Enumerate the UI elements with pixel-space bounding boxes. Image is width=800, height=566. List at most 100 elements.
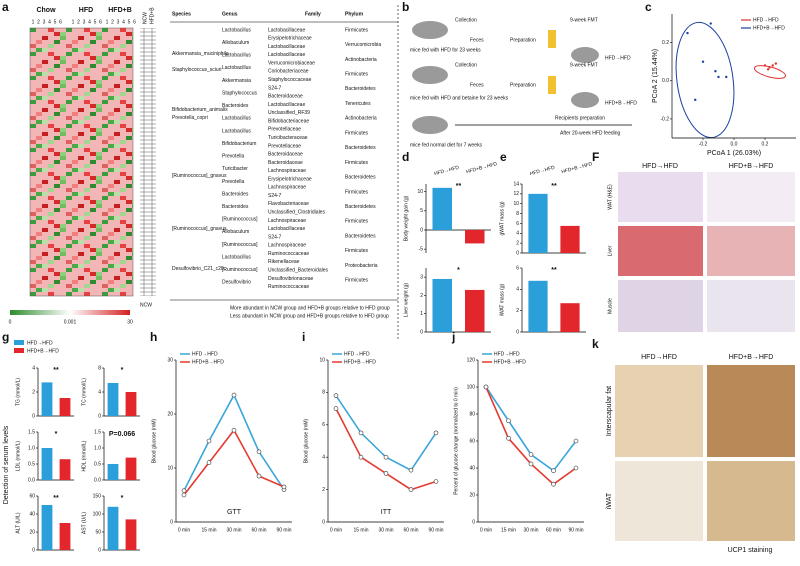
genus: Bifidobacterium <box>222 141 256 147</box>
point <box>771 64 774 67</box>
y-tick-label: 8 <box>516 211 519 217</box>
legend-label: HFD+B→HFD <box>192 359 224 365</box>
phylum: Bacteroidetes <box>345 175 376 181</box>
y-axis-label: LDL (mmol/L) <box>15 441 21 471</box>
x-tick-label: 0.0 <box>731 141 738 147</box>
point <box>766 68 770 71</box>
point <box>483 384 489 390</box>
family: Prevotellaceae <box>268 143 301 149</box>
panel-label: j <box>451 330 455 344</box>
family: Bacteroidaceae <box>268 94 303 100</box>
y-tick-label: 10 <box>167 465 173 471</box>
chart-label: ITT <box>381 509 392 516</box>
panel-label: a <box>2 0 9 14</box>
schematic-text: Recipients preparation <box>555 115 605 121</box>
point <box>433 479 439 484</box>
table-header: Phylum <box>345 11 364 17</box>
point <box>506 418 511 424</box>
column-label: 4 <box>122 19 125 25</box>
y-tick-label: 10 <box>513 201 519 207</box>
table-header: Species <box>172 11 191 17</box>
point <box>256 449 262 455</box>
bar <box>41 448 53 480</box>
legend-label: HFD+B→HFD <box>494 359 526 365</box>
schematic-text: After 20-week HFD feeding <box>560 130 621 136</box>
x-tick-label: 90 min <box>568 527 583 533</box>
panel-label: k <box>592 337 599 351</box>
y-axis-label: gWAT mass (g) <box>499 201 505 235</box>
annotation: ** <box>551 267 557 274</box>
y-tick-label: 0.0 <box>662 78 669 84</box>
point <box>206 460 212 465</box>
species: Prevotella_copri <box>172 115 208 121</box>
column-label: 1 <box>106 19 109 25</box>
schematic-text: Collection <box>455 62 477 68</box>
phylum: Firmicutes <box>345 189 369 195</box>
point <box>551 468 556 474</box>
x-tick-label: 30 min <box>226 527 241 533</box>
category-label: HFD+B→HFD <box>561 161 594 175</box>
phylum: Firmicutes <box>345 248 369 254</box>
family: Unclassified_Bacteroidales <box>268 267 329 273</box>
histology-images <box>615 172 795 541</box>
table-header: Family <box>305 11 321 17</box>
table-header: Genus <box>222 11 238 17</box>
column-label: 2 <box>111 19 114 25</box>
column-label: 5 <box>94 19 97 25</box>
y-tick-label: 1.5 <box>94 429 101 435</box>
ncw-column <box>140 28 156 296</box>
phylum: Actinobacteria <box>345 116 377 122</box>
column-label: 4 <box>48 19 51 25</box>
phylum: Bacteroidetes <box>345 233 376 239</box>
legend-label: HFD→HFD <box>494 351 520 357</box>
point <box>528 461 534 467</box>
phylum: Bacteroidetes <box>345 86 376 92</box>
point <box>433 430 439 436</box>
genus: Lactobacillus <box>222 65 251 71</box>
point <box>358 454 364 460</box>
column-label: 6 <box>99 19 102 25</box>
schematic-text: Feces <box>470 82 484 88</box>
genus: Lactobacillus <box>222 53 251 59</box>
point <box>383 454 389 460</box>
y-tick-label: 20 <box>167 411 173 417</box>
k-caption: UCP1 staining <box>728 547 773 554</box>
x-tick-label: -0.2 <box>699 141 708 147</box>
y-tick-label: 4 <box>516 287 519 293</box>
y-axis-label: ALT (U/L) <box>15 512 21 534</box>
point <box>725 75 728 79</box>
y-tick-label: 1.0 <box>94 445 101 451</box>
y-tick-label: 0.5 <box>28 461 35 467</box>
bar <box>465 289 485 332</box>
point <box>686 31 689 35</box>
y-axis-label: TG (mmol/L) <box>15 378 21 406</box>
column-label: 3 <box>117 19 120 25</box>
schematic-text: Preparation <box>510 37 536 43</box>
row-label: Liver <box>607 245 613 256</box>
phylum: Firmicutes <box>345 278 369 284</box>
y-tick-label: 150 <box>93 493 102 499</box>
y-tick-label: 50 <box>95 529 101 535</box>
family: Lachnospiraceae <box>268 185 306 191</box>
genus: Allobaculum <box>222 229 249 235</box>
panel-label: F <box>592 150 599 164</box>
y-axis-label: HDL (mmol/L) <box>81 440 87 471</box>
scale-label: 0 <box>9 319 12 325</box>
column-label: HFD→HFD <box>641 354 677 361</box>
legend-swatch <box>14 340 24 345</box>
species: Bifidobacterium_animalis <box>172 107 228 113</box>
family: S24-7 <box>268 193 282 199</box>
y-tick-label: 100 <box>467 384 476 390</box>
x-tick-label: 15 min <box>353 527 368 533</box>
x-tick-label: 0.2 <box>762 141 769 147</box>
bar <box>107 506 119 550</box>
y-tick-label: 0 <box>420 227 423 233</box>
group-label: HFD+B <box>108 7 132 14</box>
column-label: HFD+B→HFD <box>729 163 774 170</box>
genus: Allobaculum <box>222 40 249 46</box>
genus: Lactobacillus <box>222 116 251 122</box>
phylum: Bacteroidetes <box>345 204 376 210</box>
point <box>181 492 187 498</box>
point <box>256 473 262 479</box>
bar <box>432 187 452 230</box>
